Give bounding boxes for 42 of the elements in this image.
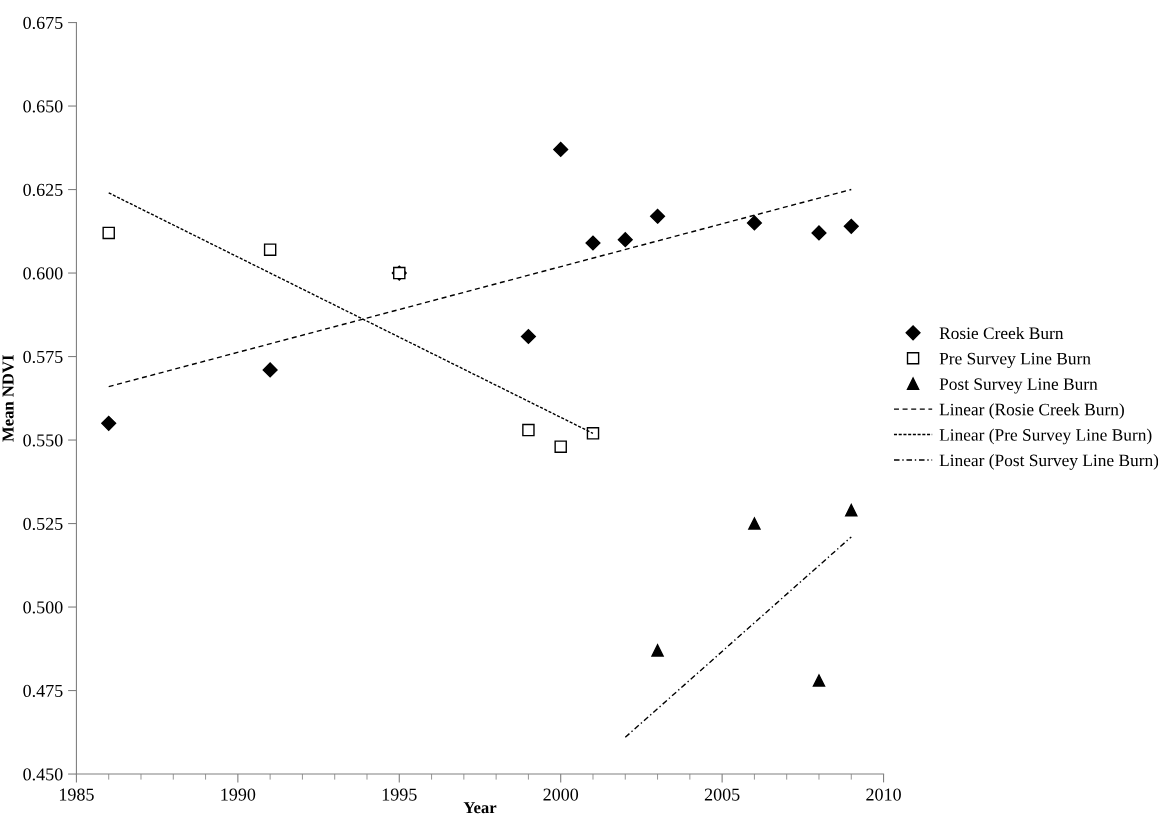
legend-label: Linear (Post Survey Line Burn)	[939, 454, 1158, 470]
point	[520, 328, 536, 345]
x-tick-label: 2010	[866, 788, 901, 801]
x-tick-label: 2000	[543, 788, 579, 801]
point	[748, 517, 761, 530]
point	[522, 423, 535, 437]
point	[812, 674, 826, 687]
y-axis-title: Mean NDVI	[2, 355, 14, 442]
legend-label: Linear (Rosie Creek Burn)	[939, 403, 1124, 419]
point	[101, 415, 117, 431]
point	[262, 362, 278, 378]
point	[553, 141, 569, 158]
point	[843, 218, 859, 234]
y-tick-label: 0.600	[23, 267, 63, 280]
legend-label: Post Survey Line Burn	[939, 378, 1098, 394]
x-tick-label: 2005	[704, 788, 740, 801]
y-tick-label: 0.475	[23, 684, 63, 698]
point	[586, 427, 600, 440]
y-tick-label: 0.525	[23, 517, 63, 531]
point	[617, 232, 633, 248]
x-tick-label: 1990	[221, 788, 256, 801]
y-tick-label: 0.650	[23, 100, 63, 113]
point	[102, 226, 115, 240]
y-tick-label: 0.675	[23, 16, 63, 30]
y-tick-label: 0.500	[23, 601, 63, 614]
y-tick-label: 0.450	[23, 768, 63, 781]
x-axis-title: Year	[463, 802, 497, 814]
y-tick-label: 0.550	[23, 434, 63, 447]
y-tick-label: 0.575	[23, 350, 63, 364]
legend-label: Rosie Creek Burn	[939, 326, 1064, 340]
point	[811, 225, 827, 241]
point	[263, 243, 277, 256]
x-tick-label: 1985	[59, 788, 94, 801]
point	[845, 503, 858, 517]
y-tick-label: 0.625	[23, 183, 63, 197]
point	[746, 215, 762, 231]
point	[649, 208, 666, 224]
legend-label: Linear (Pre Survey Line Burn)	[939, 428, 1152, 445]
point	[651, 644, 664, 657]
legend-label: Pre Survey Line Burn	[939, 352, 1091, 369]
point	[585, 235, 601, 251]
x-tick-label: 1995	[382, 788, 417, 801]
